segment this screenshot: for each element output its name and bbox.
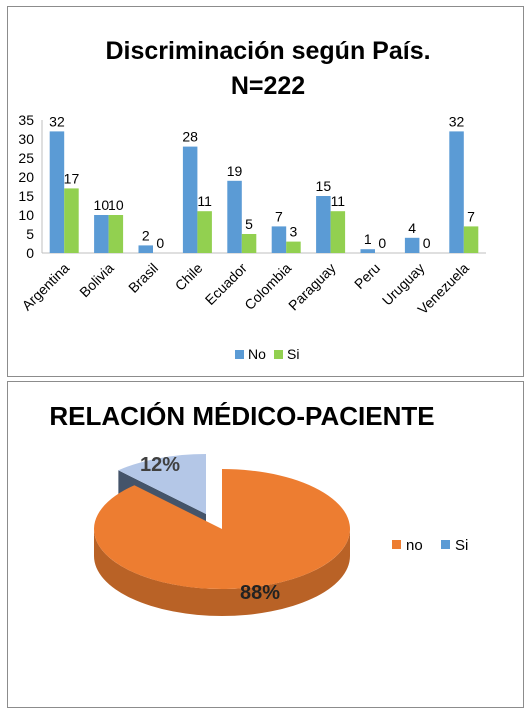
- bar-no-bolivia: [94, 215, 109, 253]
- bar-si-chile: [197, 211, 212, 253]
- x-tick-label: Paraguay: [285, 260, 339, 314]
- bar-no-venezuela: [449, 131, 464, 253]
- bar-chart-panel: Discriminación según País. N=222 0 5 10 15 2…: [7, 6, 524, 377]
- bar-no-uruguay: [404, 237, 420, 253]
- x-tick-label: Chile: [172, 260, 206, 294]
- legend-swatch-no: [235, 350, 244, 359]
- slice-label-si: 12%: [140, 454, 180, 476]
- bar-no-argentina: [49, 131, 65, 253]
- data-label: 17: [64, 170, 80, 186]
- legend-label-no: No: [248, 346, 266, 362]
- y-tick-label: 25: [18, 150, 34, 166]
- pie-slice-si: [118, 454, 206, 514]
- pie-chart: RELACIÓN MÉDICO-PACIENTE 12% 88% no Si: [49, 401, 468, 616]
- slice-label-no: 88%: [240, 582, 280, 604]
- data-label: 19: [227, 163, 243, 179]
- data-label: 4: [408, 220, 416, 236]
- data-label: 0: [423, 235, 431, 251]
- data-label: 11: [197, 193, 212, 209]
- data-label: 5: [245, 216, 253, 232]
- data-label: 32: [449, 113, 465, 129]
- bar-no-colombia: [271, 226, 287, 253]
- y-tick-label: 20: [18, 169, 34, 185]
- y-tick-label: 5: [26, 226, 34, 242]
- bar-no-brasil: [138, 245, 153, 253]
- bar-si-paraguay: [330, 211, 346, 253]
- pie-slice-side-no: [94, 529, 350, 616]
- data-label: 7: [275, 208, 283, 224]
- data-label: 10: [108, 197, 124, 213]
- bar-si-venezuela: [463, 226, 479, 253]
- legend-label-no: no: [406, 537, 423, 554]
- y-tick-label: 0: [26, 245, 34, 261]
- x-tick-label: Bolivia: [76, 260, 117, 301]
- bar-no-paraguay: [316, 196, 331, 253]
- pie-chart-panel: RELACIÓN MÉDICO-PACIENTE 12% 88% no Si: [7, 381, 524, 708]
- bar-chart-title: Discriminación según País.: [105, 37, 430, 65]
- x-tick-label: Brasil: [125, 260, 161, 296]
- bar-no-ecuador: [227, 180, 242, 253]
- y-tick-label: 10: [18, 207, 34, 223]
- x-tick-label: Peru: [351, 260, 383, 292]
- y-tick-label: 30: [18, 131, 34, 147]
- pie-chart-title: RELACIÓN MÉDICO-PACIENTE: [49, 401, 434, 431]
- data-label: 2: [142, 227, 150, 243]
- legend-swatch-si: [441, 540, 450, 549]
- pie-slice-no: [94, 469, 350, 589]
- bar-chart: Discriminación según País. N=222 0510152…: [18, 37, 486, 362]
- bar-si-colombia: [286, 241, 301, 253]
- bar-no-peru: [360, 249, 375, 253]
- data-label: 32: [49, 113, 65, 129]
- y-tick-label: 35: [18, 112, 34, 128]
- legend-swatch-si: [274, 350, 283, 359]
- x-tick-label: Argentina: [19, 260, 73, 314]
- legend-swatch-no: [392, 540, 401, 549]
- data-label: 28: [182, 129, 198, 145]
- bar-si-argentina: [64, 188, 79, 253]
- data-label: 11: [331, 193, 346, 209]
- data-label: 1: [364, 231, 372, 247]
- bar-no-chile: [182, 146, 198, 253]
- data-label: 7: [467, 208, 475, 224]
- bar-chart-subtitle: N=222: [231, 72, 305, 100]
- data-label: 0: [378, 235, 386, 251]
- data-label: 15: [316, 178, 332, 194]
- y-tick-label: 15: [18, 188, 34, 204]
- data-label: 0: [156, 235, 164, 251]
- data-label: 3: [290, 224, 298, 240]
- bar-si-ecuador: [241, 234, 257, 253]
- legend-label-si: Si: [455, 537, 468, 554]
- data-label: 10: [94, 197, 110, 213]
- bar-si-bolivia: [108, 215, 124, 253]
- legend-label-si: Si: [287, 346, 299, 362]
